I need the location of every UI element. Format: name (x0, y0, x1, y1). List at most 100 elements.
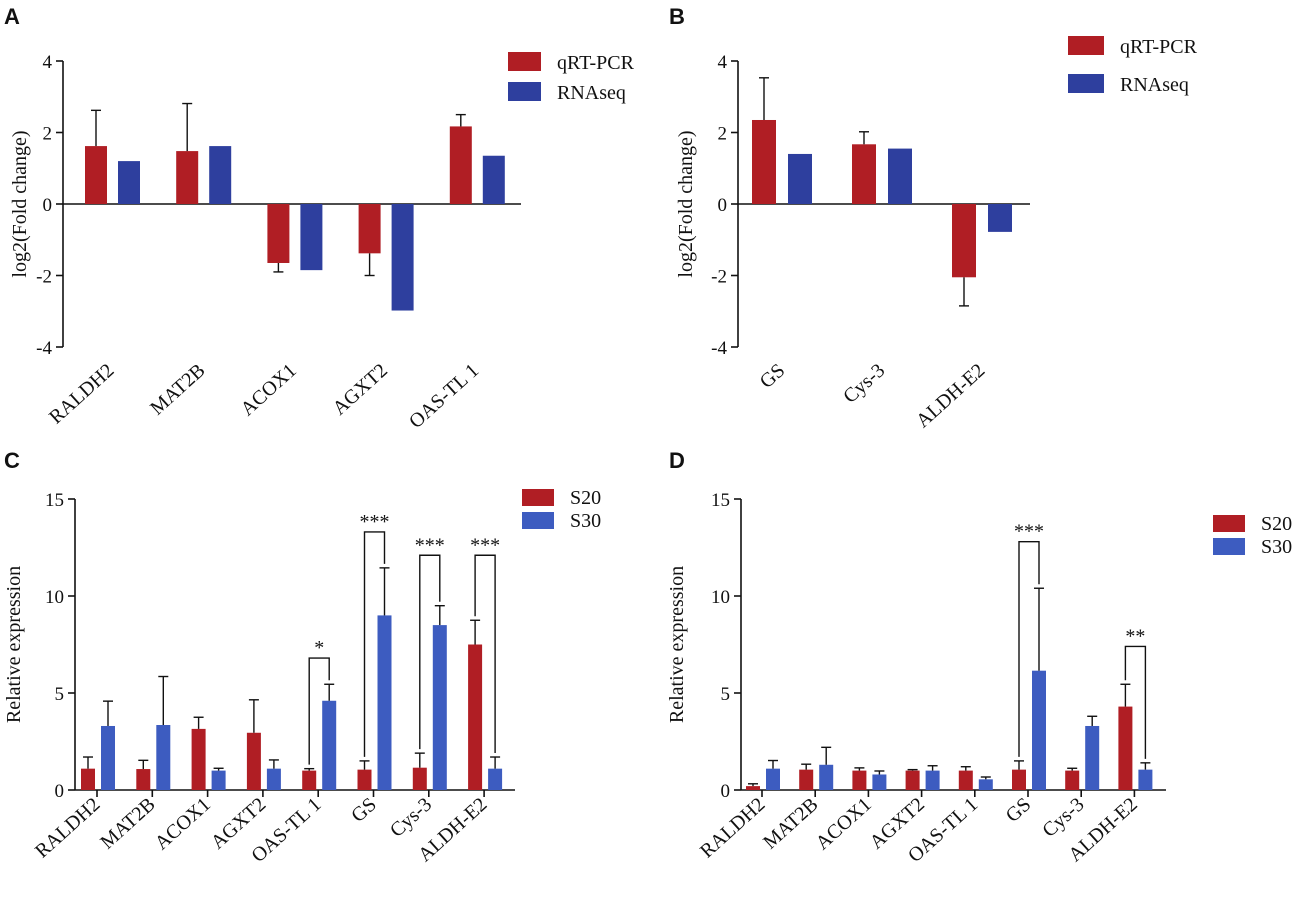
chart-panel-c: 0 5 10 15 Relative expression RALDH2MAT2BACOX… (3, 487, 601, 867)
y-tick-label: 5 (55, 684, 65, 705)
x-category-label: ACOX1 (151, 793, 215, 854)
bar-s20-cys-3 (1065, 770, 1080, 790)
y-tick-label: 4 (718, 52, 728, 73)
legend-swatch (1213, 538, 1245, 555)
legend-label: S30 (1261, 536, 1292, 558)
x-category-label: MAT2B (146, 359, 209, 419)
x-category-label: GS (756, 359, 790, 392)
panel-label-a: A (4, 4, 20, 29)
x-category-label: ALDH-E2 (912, 359, 989, 432)
bar-s20-agxt2 (905, 770, 920, 790)
x-category-label: RALDH2 (696, 793, 769, 862)
x-category-label: RALDH2 (31, 793, 104, 862)
significance-label: ** (1125, 625, 1145, 647)
significance-bracket (363, 531, 386, 757)
legend-label: qRT-PCR (557, 52, 635, 74)
chart-panel-a: -4 -2 0 2 4 log2(Fold change) RALDH2 MAT2B ACOX1… (9, 52, 635, 433)
bar-s30-aldh-e2 (1138, 769, 1153, 790)
x-category-label: ACOX1 (811, 793, 875, 854)
bar-s30-oas-tl-1 (978, 779, 993, 790)
y-tick-label: -4 (711, 338, 727, 359)
legend-swatch (508, 82, 541, 101)
significance-bracket (308, 657, 330, 765)
legend-label: RNAseq (1120, 74, 1189, 96)
y-axis-title: Relative expression (3, 566, 25, 723)
legend-swatch (522, 512, 554, 529)
bar-s20-gs (357, 769, 372, 790)
y-tick-label: 2 (43, 124, 53, 145)
panel-label-d: D (669, 448, 685, 473)
panel-label-b: B (669, 4, 685, 29)
bar-s30-mat2b (819, 764, 834, 790)
significance-label: *** (360, 511, 390, 533)
bar-s20-acox1 (191, 728, 206, 790)
bar-s20-oas-tl-1 (302, 770, 317, 790)
y-axis-title: Relative expression (666, 566, 688, 723)
y-tick-label: 0 (55, 781, 65, 802)
y-tick-label: 15 (45, 490, 64, 511)
y-tick-label: 15 (711, 490, 730, 511)
x-category-label: RALDH2 (45, 359, 118, 428)
bar-rnaseq-acox1 (300, 204, 323, 271)
significance-label: *** (470, 534, 500, 556)
bar-s20-oas-tl-1 (958, 770, 973, 790)
x-category-label: MAT2B (759, 793, 822, 853)
bar-s20-gs (1012, 769, 1026, 790)
y-tick-label: 0 (721, 781, 731, 802)
x-category-label: Cys-3 (386, 793, 436, 841)
bar-rnaseq-raldh2 (118, 161, 140, 204)
significance-label: *** (1014, 521, 1044, 543)
x-category-label: MAT2B (96, 793, 159, 853)
bar-s30-cys-3 (1085, 725, 1100, 790)
bar-rnaseq-oas-tl-1 (482, 155, 505, 204)
legend-swatch (1068, 74, 1104, 93)
panel-label-c: C (4, 448, 20, 473)
bar-rnaseq-gs (788, 153, 812, 204)
significance-bracket (474, 554, 496, 754)
bar-s30-cys-3 (432, 625, 447, 790)
bar-qrt-pcr-aldh-e2 (952, 204, 976, 278)
legend-label: RNAseq (557, 82, 626, 104)
y-axis-title: log2(Fold change) (675, 130, 697, 277)
bar-qrt-pcr-raldh2 (85, 146, 107, 204)
bar-s20-mat2b (136, 769, 151, 790)
bar-s30-oas-tl-1 (322, 700, 337, 790)
y-tick-label: 5 (721, 684, 731, 705)
y-tick-label: 4 (43, 52, 53, 73)
significance-label: *** (415, 534, 445, 556)
significance-bracket (419, 554, 441, 750)
bar-s20-mat2b (799, 769, 814, 790)
bar-rnaseq-mat2b (209, 146, 232, 204)
legend-label: S20 (570, 487, 601, 509)
bar-s20-acox1 (852, 770, 867, 790)
x-category-label: OAS-TL 1 (405, 359, 483, 432)
bar-s20-raldh2 (81, 768, 95, 790)
x-category-label: ACOX1 (236, 359, 300, 420)
bar-rnaseq-agxt2 (391, 204, 414, 311)
bar-s30-agxt2 (925, 770, 940, 790)
legend-label: S20 (1261, 513, 1292, 535)
y-tick-label: 0 (43, 195, 53, 216)
legend-label: S30 (570, 510, 601, 532)
bar-s30-acox1 (872, 774, 887, 790)
bar-s30-mat2b (156, 725, 171, 790)
bar-s30-aldh-e2 (488, 768, 503, 790)
y-tick-label: 2 (718, 124, 728, 145)
bar-rnaseq-aldh-e2 (988, 204, 1012, 232)
legend-swatch (508, 52, 541, 71)
x-category-label: GS (1002, 793, 1036, 826)
bar-s20-agxt2 (246, 732, 261, 790)
bar-s20-cys-3 (412, 767, 427, 790)
y-tick-label: 0 (718, 195, 728, 216)
bar-s30-raldh2 (766, 768, 780, 790)
significance-bracket (1018, 540, 1040, 757)
bar-s30-gs (1032, 670, 1046, 790)
y-tick-label: -4 (36, 338, 52, 359)
bar-qrt-pcr-mat2b (176, 151, 199, 204)
bar-qrt-pcr-acox1 (267, 204, 290, 263)
legend-swatch (522, 489, 554, 506)
chart-panel-d: 0 5 10 15 Relative expression RALDH2MAT2BACOX… (666, 490, 1292, 867)
legend-swatch (1213, 515, 1245, 532)
legend-label: qRT-PCR (1120, 36, 1198, 58)
